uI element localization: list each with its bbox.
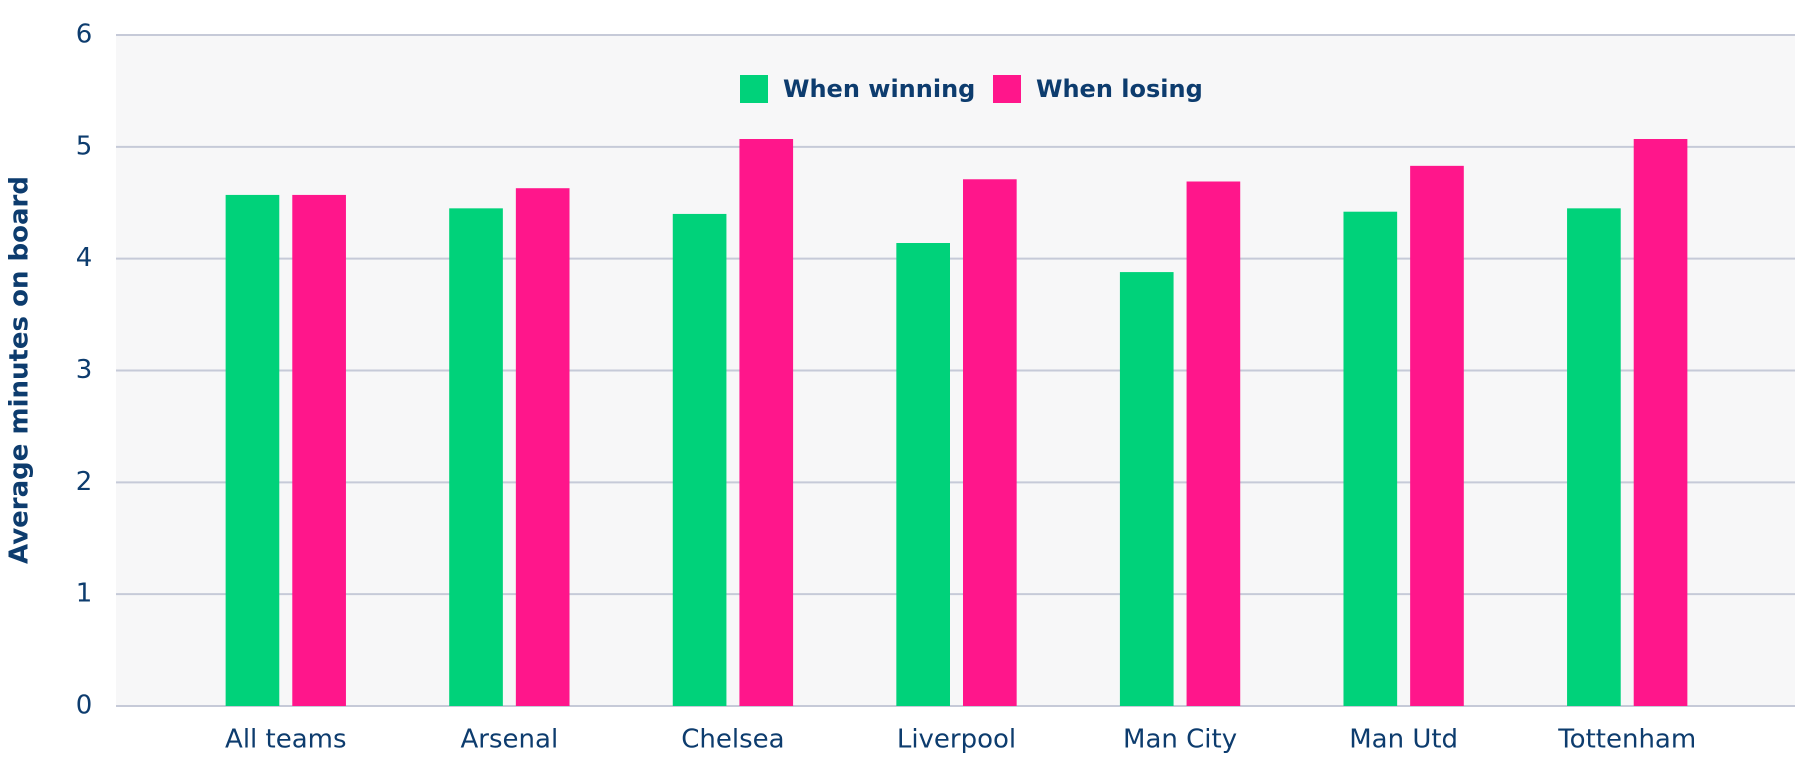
bar (449, 208, 503, 706)
legend-swatch (993, 75, 1021, 103)
x-tick-label: Tottenham (1557, 725, 1696, 755)
bar (739, 139, 794, 706)
y-axis-label: Average minutes on board (5, 176, 35, 564)
y-tick-label: 3 (76, 355, 93, 385)
y-tick-label: 5 (76, 131, 93, 161)
bar (672, 213, 727, 706)
bar (1567, 208, 1621, 706)
x-tick-label: Man City (1123, 725, 1237, 755)
y-tick-label: 4 (76, 243, 93, 273)
bar (515, 188, 570, 706)
y-tick-label: 0 (76, 691, 93, 721)
x-tick-label: Liverpool (897, 725, 1016, 755)
bar (225, 194, 280, 706)
legend-swatch (740, 75, 768, 103)
x-tick-label: Arsenal (461, 725, 559, 755)
bar (1343, 211, 1398, 707)
legend-label: When losing (1036, 75, 1203, 103)
bar (896, 243, 950, 706)
bar (1186, 181, 1241, 707)
x-tick-label: Chelsea (681, 725, 784, 755)
bar (963, 179, 1017, 706)
bar (292, 194, 346, 706)
bar (1633, 139, 1688, 706)
bar (1410, 165, 1464, 707)
y-tick-label: 2 (76, 467, 93, 497)
bar (1119, 272, 1174, 706)
y-tick-label: 6 (76, 20, 93, 50)
x-tick-label: All teams (225, 725, 347, 755)
x-tick-label: Man Utd (1349, 725, 1458, 755)
legend-label: When winning (783, 75, 975, 103)
y-tick-label: 1 (76, 579, 93, 609)
